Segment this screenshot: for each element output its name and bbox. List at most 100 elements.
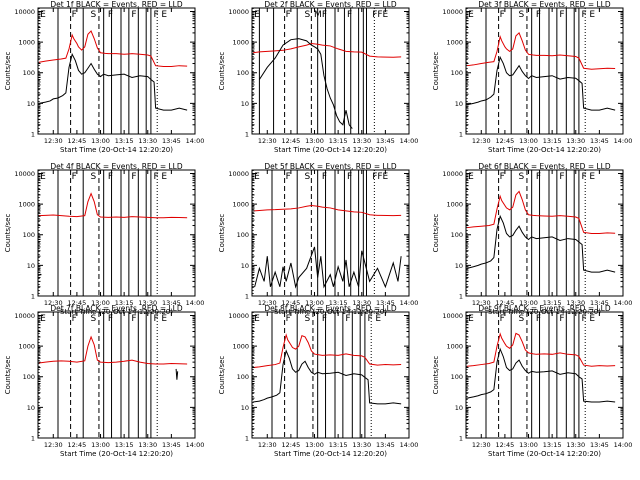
x-tick-label: 12:30 [44,137,63,145]
x-tick-label: 12:45 [496,441,515,449]
y-tick-label: 1000 [18,201,35,209]
y-tick-label: 10000 [228,8,249,16]
y-tick-label: 1000 [232,39,249,47]
y-tick-label: 1000 [446,201,463,209]
event-markers [38,170,158,296]
x-tick-label: 14:00 [186,299,205,307]
y-tick-label: 100 [237,373,249,381]
y-tick-label: 10 [27,100,35,108]
y-tick-label: 1000 [446,343,463,351]
y-tick-label: 1000 [232,201,249,209]
panel-title: Det 2f BLACK = Events, RED = LLD [264,0,397,9]
flag-label: F [108,172,113,182]
flag-label: E [589,10,595,20]
x-tick-label: 12:30 [472,441,491,449]
flag-label: F [286,314,291,324]
event-markers [252,8,375,134]
x-tick-label: 14:00 [614,299,633,307]
panel-title: Det 7f BLACK = Events, RED = LLD [50,304,183,313]
x-tick-label: 12:30 [44,441,63,449]
x-tick-label: 12:30 [258,299,277,307]
flag-label: E [254,314,260,324]
flag-label: E [254,172,260,182]
flag-label: S [90,172,96,182]
events-series-line [258,38,353,129]
panel-9: Det 9f BLACK = Events, RED = LLD Start Ti… [432,304,632,458]
x-tick-label: 12:30 [472,299,491,307]
x-tick-label: 12:45 [68,441,87,449]
lld-series-line [39,30,188,67]
events-series-line [466,214,616,273]
y-tick-label: 100 [23,231,35,239]
flag-label: F [345,314,350,324]
x-tick-label: 13:00 [305,299,324,307]
y-tick-label: 1 [31,435,35,443]
plot-frame [251,169,410,297]
panel-title: Det 3f BLACK = Events, RED = LLD [478,0,611,9]
x-tick-label: 14:00 [400,299,419,307]
y-tick-label: 100 [451,231,463,239]
series-group [253,333,402,405]
flag-label: E [589,172,595,182]
events-series-line [466,55,616,111]
panel-1: Det 1f BLACK = Events, RED = LLD Start Ti… [4,0,204,154]
x-tick-label: 13:15 [115,137,134,145]
plot-frame [37,311,196,439]
y-tick-label: 1 [245,435,249,443]
flag-label: E [375,314,381,324]
flag-label: S [518,10,524,20]
flag-label: F [322,172,327,182]
y-tick-label: 100 [23,373,35,381]
flag-label: F [559,10,564,20]
y-tick-label: 1000 [232,343,249,351]
flag-label: F [500,10,505,20]
x-tick-label: 14:00 [400,137,419,145]
y-tick-label: 10000 [228,170,249,178]
flag-label: F [536,172,541,182]
y-tick-label: 100 [23,69,35,77]
y-tick-label: 100 [451,373,463,381]
x-tick-label: 12:45 [496,137,515,145]
x-axis-title: Start Time (20-Oct-14 12:20:20) [60,450,173,458]
y-axis-title: Counts/sec [432,214,440,253]
y-axis-title: Counts/sec [218,356,226,395]
plot-frame [465,7,624,135]
panel-title: Det 9f BLACK = Events, RED = LLD [478,304,611,313]
y-tick-label: 1000 [18,39,35,47]
x-tick-label: 12:45 [282,299,301,307]
y-tick-label: 1 [31,131,35,139]
events-series-line [467,347,616,403]
lld-series-line [467,332,616,367]
y-tick-label: 10 [455,404,463,412]
panel-3: Det 3f BLACK = Events, RED = LLD Start Ti… [432,0,632,154]
x-axis-title: Start Time (20-Oct-14 12:20:20) [488,146,601,154]
x-tick-label: 14:00 [614,137,633,145]
x-tick-label: 13:15 [329,137,348,145]
flag-label: E [161,314,167,324]
plot-frame [465,169,624,297]
flag-label: FFE [372,10,388,20]
x-tick-label: 13:15 [543,137,562,145]
x-axis-title: Start Time (20-Oct-14 12:20:20) [274,450,387,458]
y-tick-label: 1 [459,293,463,301]
event-markers [38,8,158,134]
x-tick-label: 14:00 [614,441,633,449]
series-group [466,32,616,111]
flag-label: E [161,172,167,182]
flag-label: F [500,314,505,324]
y-tick-label: 100 [237,231,249,239]
flag-label: F [581,10,586,20]
y-tick-label: 100 [237,69,249,77]
y-tick-label: 1000 [446,39,463,47]
x-tick-label: 12:45 [68,137,87,145]
y-tick-label: 10 [241,100,249,108]
x-tick-label: 13:00 [519,441,538,449]
x-tick-label: 12:45 [282,441,301,449]
x-tick-label: 12:30 [44,299,63,307]
flag-label: S [90,314,96,324]
y-axis-title: Counts/sec [432,52,440,91]
x-tick-label: 13:45 [162,299,181,307]
flag-label: F [131,10,136,20]
